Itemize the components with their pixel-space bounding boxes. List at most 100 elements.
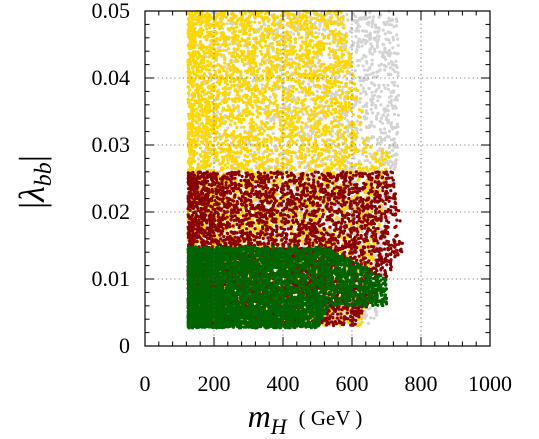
scatter-point xyxy=(278,34,282,38)
scatter-point xyxy=(369,99,374,103)
scatter-point xyxy=(392,137,396,141)
scatter-point xyxy=(361,78,365,82)
scatter-point xyxy=(392,153,396,157)
scatter-point xyxy=(387,95,391,99)
scatter-point xyxy=(386,87,391,91)
scatter-point xyxy=(221,27,225,31)
scatter-point xyxy=(390,103,394,107)
scatter-point xyxy=(395,52,399,56)
scatter-point xyxy=(346,119,350,123)
scatter-point xyxy=(346,66,350,70)
scatter-point xyxy=(359,128,363,132)
scatter-point xyxy=(315,89,319,93)
scatter-point xyxy=(271,49,276,53)
scatter-point xyxy=(237,109,241,113)
scatter-point xyxy=(239,125,243,129)
scatter-point xyxy=(394,106,398,110)
scatter-point xyxy=(344,44,348,48)
scatter-point xyxy=(317,28,321,32)
scatter-point xyxy=(337,205,341,209)
scatter-point xyxy=(266,133,270,137)
scatter-point xyxy=(338,166,342,170)
scatter-point xyxy=(370,90,374,94)
scatter-point xyxy=(218,132,222,136)
scatter-point xyxy=(396,43,400,48)
scatter-point xyxy=(272,118,276,122)
scatter-point xyxy=(360,44,364,48)
scatter-point xyxy=(370,103,374,107)
scatter-point xyxy=(376,95,380,99)
scatter-point xyxy=(370,111,375,115)
scatter-point xyxy=(274,145,278,149)
scatter-point xyxy=(390,18,394,22)
scatter-point xyxy=(292,32,296,36)
scatter-point xyxy=(369,42,373,46)
scatter-point xyxy=(289,73,293,77)
scatter-point xyxy=(376,99,380,103)
scatter-point xyxy=(392,83,396,87)
scatter-point xyxy=(363,29,367,33)
scatter-point xyxy=(371,97,375,101)
scatter-point xyxy=(301,112,305,117)
scatter-point xyxy=(259,63,263,67)
scatter-point xyxy=(320,117,324,121)
scatter-point xyxy=(313,153,317,157)
scatter-point xyxy=(386,83,390,87)
scatter-point xyxy=(388,144,392,148)
scatter-point xyxy=(373,38,377,42)
scatter-point xyxy=(363,309,367,313)
scatter-point xyxy=(370,44,374,48)
scatter-point xyxy=(289,57,294,62)
scatter-point xyxy=(279,106,283,110)
scatter-point xyxy=(225,22,229,26)
scatter-point xyxy=(379,89,383,94)
scatter-point xyxy=(373,75,377,79)
scatter-point xyxy=(394,161,398,165)
scatter-point xyxy=(367,321,371,325)
scatter-point xyxy=(228,42,232,46)
scatter-point xyxy=(388,41,392,45)
scatter-point xyxy=(386,113,390,117)
scatter-point xyxy=(271,92,276,96)
scatter-point xyxy=(353,68,357,73)
scatter-point xyxy=(388,129,392,133)
scatter-point xyxy=(375,313,379,317)
scatter-point xyxy=(375,70,379,74)
scatter-point xyxy=(300,90,305,94)
scatter-point xyxy=(386,162,390,166)
scatter-point xyxy=(371,82,375,86)
scatter-point xyxy=(395,98,399,102)
scatter-point xyxy=(375,310,379,314)
scatter-point xyxy=(368,152,372,156)
scatter-point xyxy=(383,32,387,36)
scatter-point xyxy=(357,29,361,33)
scatter-point xyxy=(338,74,342,78)
scatter-point xyxy=(373,49,377,54)
scatter-point xyxy=(395,145,399,149)
scatter-point xyxy=(346,18,350,22)
scatter-point xyxy=(334,75,338,79)
scatter-point xyxy=(389,31,393,35)
scatter-point xyxy=(370,62,374,66)
scatter-point xyxy=(315,112,319,116)
scatter-point xyxy=(395,130,400,134)
scatter-point xyxy=(304,33,308,37)
scatter-point xyxy=(268,95,272,99)
scatter-point xyxy=(318,22,322,26)
scatter-point xyxy=(379,103,383,107)
scatter-point xyxy=(381,113,386,117)
scatter-point xyxy=(354,35,358,39)
scatter-point xyxy=(379,116,383,120)
scatter-point xyxy=(386,104,390,108)
scatter-point xyxy=(364,154,368,159)
scatter-point xyxy=(374,114,379,119)
scatter-point xyxy=(305,170,309,174)
scatter-point xyxy=(327,53,331,57)
scatter-point xyxy=(342,26,346,30)
scatter-point xyxy=(374,25,378,30)
scatter-point xyxy=(390,160,394,164)
scatter-point xyxy=(325,138,329,142)
scatter-point xyxy=(276,30,280,34)
scatter-point xyxy=(260,83,264,87)
scatter-point xyxy=(388,180,393,184)
